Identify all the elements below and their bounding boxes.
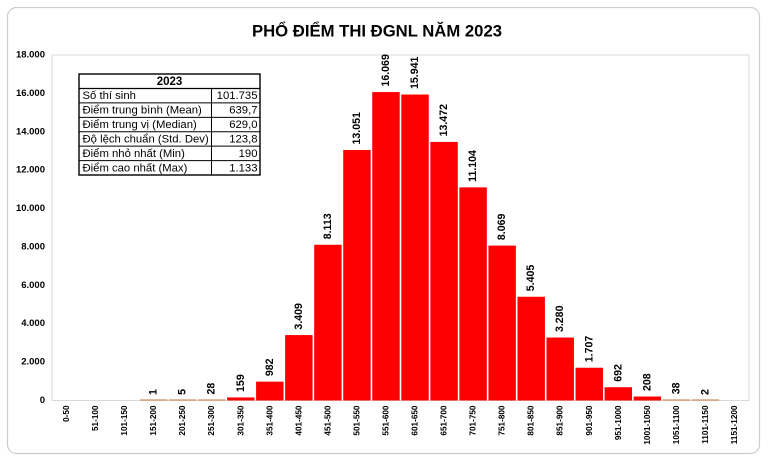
svg-text:1.133: 1.133 — [229, 162, 257, 174]
svg-text:16.069: 16.069 — [380, 54, 392, 87]
svg-text:1001-1050: 1001-1050 — [643, 405, 652, 445]
svg-text:951-1000: 951-1000 — [614, 405, 623, 440]
svg-text:401-450: 401-450 — [294, 405, 303, 435]
svg-text:901-950: 901-950 — [585, 405, 594, 435]
svg-text:451-500: 451-500 — [323, 405, 332, 435]
svg-text:123,8: 123,8 — [229, 133, 257, 145]
svg-text:3.280: 3.280 — [554, 305, 566, 332]
svg-text:1151-1200: 1151-1200 — [730, 405, 739, 444]
svg-text:PHỔ ĐIỂM THI ĐGNL NĂM 2023: PHỔ ĐIỂM THI ĐGNL NĂM 2023 — [252, 22, 502, 41]
svg-text:Số thí sinh: Số thí sinh — [83, 90, 136, 102]
svg-text:Độ lệch chuẩn (Std. Dev): Độ lệch chuẩn (Std. Dev) — [83, 133, 209, 145]
svg-text:18.000: 18.000 — [16, 50, 45, 61]
svg-text:629,0: 629,0 — [229, 119, 257, 131]
svg-text:13.472: 13.472 — [438, 104, 450, 137]
svg-text:351-400: 351-400 — [265, 405, 274, 435]
svg-text:Điểm nhỏ nhất (Min): Điểm nhỏ nhất (Min) — [83, 148, 186, 160]
svg-text:12.000: 12.000 — [16, 165, 45, 176]
svg-text:701-750: 701-750 — [469, 405, 478, 435]
svg-text:190: 190 — [239, 148, 258, 160]
svg-text:151-200: 151-200 — [149, 405, 158, 435]
svg-text:11.104: 11.104 — [467, 150, 479, 182]
svg-text:13.051: 13.051 — [351, 112, 363, 145]
svg-text:651-700: 651-700 — [440, 405, 449, 435]
svg-text:551-600: 551-600 — [381, 405, 390, 435]
svg-text:1051-1100: 1051-1100 — [672, 405, 681, 444]
svg-text:1.707: 1.707 — [583, 336, 595, 363]
svg-text:751-800: 751-800 — [498, 405, 507, 435]
svg-text:15.941: 15.941 — [409, 57, 421, 90]
svg-text:3.409: 3.409 — [293, 303, 305, 330]
svg-text:208: 208 — [641, 373, 653, 391]
svg-text:8.000: 8.000 — [21, 241, 45, 252]
svg-text:8.069: 8.069 — [496, 214, 508, 241]
svg-text:601-650: 601-650 — [411, 405, 420, 435]
svg-text:Điểm cao nhất (Max): Điểm cao nhất (Max) — [83, 162, 188, 174]
svg-text:101-150: 101-150 — [120, 405, 129, 435]
svg-text:851-900: 851-900 — [556, 405, 565, 435]
svg-text:2: 2 — [699, 389, 711, 395]
svg-text:38: 38 — [670, 382, 682, 394]
svg-text:10.000: 10.000 — [16, 203, 45, 214]
svg-text:2.000: 2.000 — [21, 357, 45, 368]
svg-text:14.000: 14.000 — [16, 126, 45, 137]
svg-text:8.113: 8.113 — [322, 213, 334, 239]
svg-text:301-350: 301-350 — [236, 405, 245, 435]
svg-text:5: 5 — [177, 389, 189, 395]
svg-text:1: 1 — [148, 389, 160, 395]
svg-text:982: 982 — [264, 358, 276, 376]
svg-text:159: 159 — [235, 374, 247, 392]
svg-text:1101-1150: 1101-1150 — [701, 405, 710, 444]
svg-text:0-50: 0-50 — [62, 405, 71, 422]
svg-text:501-550: 501-550 — [352, 405, 361, 435]
svg-text:692: 692 — [612, 364, 624, 382]
svg-text:6.000: 6.000 — [21, 280, 45, 291]
svg-text:28: 28 — [206, 383, 218, 395]
svg-text:Điểm trung vị (Median): Điểm trung vị (Median) — [83, 119, 197, 131]
svg-text:201-250: 201-250 — [178, 405, 187, 435]
svg-text:639,7: 639,7 — [229, 105, 257, 117]
svg-text:251-300: 251-300 — [207, 405, 216, 435]
svg-text:5.405: 5.405 — [525, 265, 537, 292]
svg-text:801-850: 801-850 — [527, 405, 536, 435]
svg-text:Điểm trung bình (Mean): Điểm trung bình (Mean) — [83, 105, 203, 117]
svg-text:101.735: 101.735 — [217, 90, 258, 102]
svg-text:2023: 2023 — [157, 76, 183, 88]
svg-text:0: 0 — [40, 395, 45, 406]
svg-text:51-100: 51-100 — [91, 405, 100, 431]
svg-text:4.000: 4.000 — [21, 318, 45, 329]
svg-text:16.000: 16.000 — [16, 88, 45, 99]
